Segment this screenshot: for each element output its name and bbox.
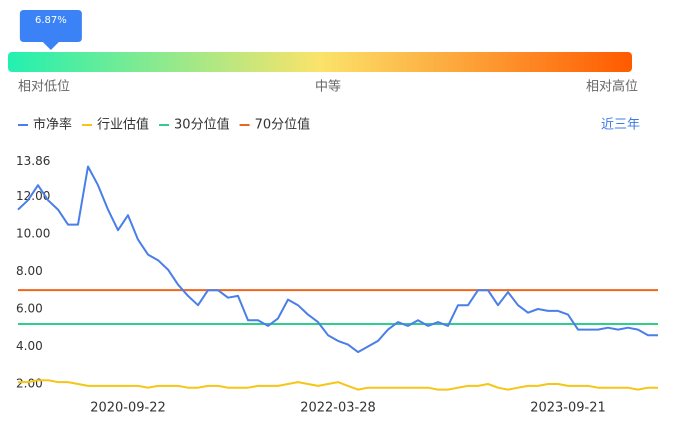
legend-label: 市净率 xyxy=(33,117,72,133)
gauge-mid: 中等 xyxy=(315,79,341,95)
series-line xyxy=(18,379,658,391)
legend-label: 30分位值 xyxy=(174,117,230,133)
gauge-high: 相对高位 xyxy=(586,79,638,95)
y-tick-label: 8.00 xyxy=(16,264,43,278)
x-tick-label: 2020-09-22 xyxy=(90,401,166,416)
y-tick-label: 10.00 xyxy=(16,226,50,240)
gauge-value-label: 6.87% xyxy=(35,15,67,26)
series-line xyxy=(17,165,658,354)
legend-label: 70分位值 xyxy=(255,117,311,133)
period-button[interactable]: 近三年 xyxy=(601,118,640,133)
gauge-bar xyxy=(8,52,632,72)
x-tick-label: 2022-03-28 xyxy=(300,401,376,416)
gauge-low: 相对低位 xyxy=(18,80,70,95)
y-tick-label: 6.00 xyxy=(16,301,43,315)
y-tick-label: 13.86 xyxy=(16,154,50,168)
y-tick-label: 2.00 xyxy=(16,376,43,390)
x-tick-label: 2023-09-21 xyxy=(530,401,606,416)
legend-label: 行业估值 xyxy=(97,117,149,133)
gauge-marker xyxy=(19,10,82,50)
y-tick-label: 4.00 xyxy=(16,339,43,353)
